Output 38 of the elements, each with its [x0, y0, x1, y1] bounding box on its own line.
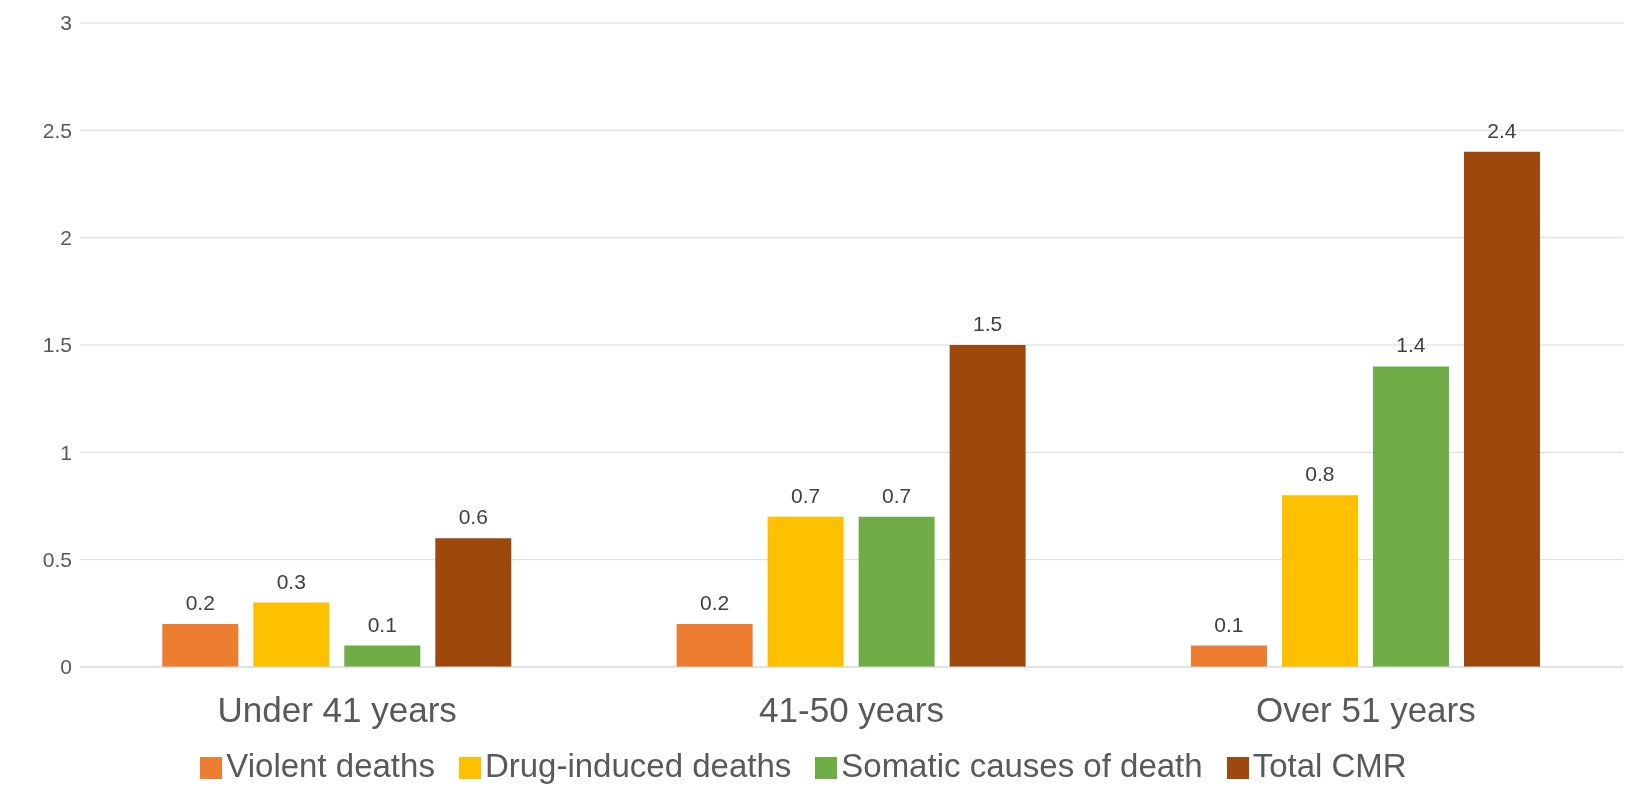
y-tick-label: 0	[60, 655, 72, 679]
bar	[767, 516, 844, 667]
x-tick-label: 41-50 years	[759, 689, 944, 729]
bar	[162, 624, 239, 667]
data-label: 0.7	[882, 483, 912, 507]
data-label: 1.4	[1396, 333, 1426, 357]
bar	[1372, 366, 1449, 667]
bar	[1281, 495, 1358, 667]
data-label: 1.5	[973, 312, 1003, 335]
bar	[676, 624, 753, 667]
bar	[1463, 151, 1540, 667]
bar	[435, 538, 512, 667]
legend-label: Total CMR	[1252, 747, 1407, 784]
bar	[344, 645, 421, 667]
y-tick-label: 3	[60, 11, 72, 35]
data-label: 0.3	[276, 569, 306, 593]
legend-label: Drug-induced deaths	[484, 747, 792, 784]
data-label: 2.4	[1487, 118, 1517, 142]
y-tick-label: 2	[60, 226, 72, 250]
y-tick-label: 0.5	[42, 548, 72, 572]
data-label: 0.8	[1305, 462, 1335, 486]
bar	[949, 345, 1026, 667]
y-tick-label: 1.5	[42, 333, 72, 357]
data-label: 0.7	[791, 483, 821, 507]
y-tick-label: 1	[60, 440, 72, 464]
data-label: 0.6	[458, 505, 488, 529]
x-tick-label: Over 51 years	[1255, 689, 1476, 729]
data-label: 0.1	[367, 612, 397, 636]
bar	[253, 602, 330, 667]
data-label: 0.2	[700, 591, 730, 615]
data-label: 0.1	[1214, 612, 1244, 636]
bar	[1190, 645, 1267, 667]
bar	[858, 516, 935, 667]
y-tick-label: 2.5	[42, 118, 72, 142]
x-tick-label: Under 41 years	[217, 689, 457, 729]
data-label: 0.2	[185, 591, 215, 615]
legend-label: Somatic causes of death	[841, 747, 1203, 784]
legend-label: Violent deaths	[226, 747, 435, 784]
